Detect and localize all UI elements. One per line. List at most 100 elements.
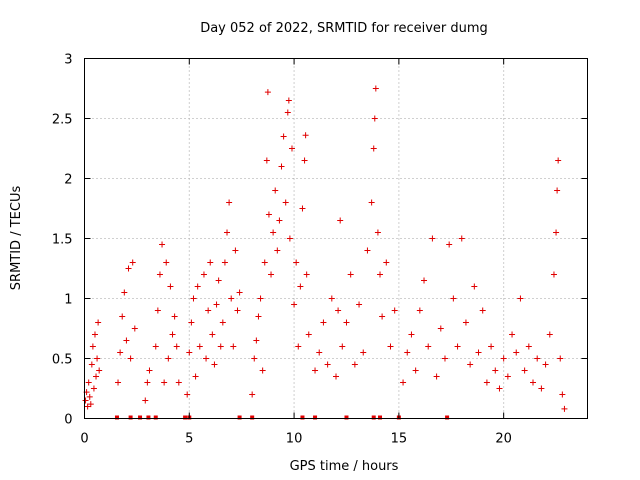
- data-point: [525, 343, 532, 350]
- data-point: [119, 313, 126, 320]
- data-point: [274, 247, 281, 254]
- zero-point: [378, 415, 383, 420]
- y-tick-label: 3: [64, 53, 72, 68]
- data-point: [265, 211, 272, 218]
- data-point: [559, 391, 566, 398]
- data-point: [142, 397, 149, 404]
- data-point: [91, 331, 98, 338]
- data-point: [276, 217, 283, 224]
- data-point: [408, 331, 415, 338]
- data-point: [347, 271, 354, 278]
- zero-point: [445, 415, 450, 420]
- data-point: [320, 319, 327, 326]
- x-axis-title: GPS time / hours: [290, 459, 399, 474]
- data-point: [555, 157, 562, 164]
- data-point: [557, 355, 564, 362]
- data-point: [302, 132, 309, 139]
- data-point: [324, 361, 331, 368]
- data-point: [305, 331, 312, 338]
- data-point: [272, 187, 279, 194]
- data-point: [94, 355, 101, 362]
- data-point: [115, 379, 122, 386]
- data-point: [264, 89, 271, 96]
- zero-point: [138, 415, 143, 420]
- data-point: [374, 229, 381, 236]
- y-tick-label: 0.5: [52, 353, 73, 368]
- data-point: [251, 355, 258, 362]
- data-point: [146, 367, 153, 374]
- data-point: [152, 343, 159, 350]
- data-point: [171, 313, 178, 320]
- data-point: [458, 235, 465, 242]
- data-point: [337, 217, 344, 224]
- x-tick-label: 10: [286, 432, 303, 447]
- plot-frame: [84, 58, 588, 419]
- data-point: [542, 361, 549, 368]
- data-point: [87, 401, 94, 408]
- data-point: [351, 361, 358, 368]
- data-point: [284, 109, 291, 116]
- data-point: [234, 307, 241, 314]
- data-point: [207, 259, 214, 266]
- data-point: [219, 319, 226, 326]
- data-point: [194, 283, 201, 290]
- data-point: [203, 355, 210, 362]
- zero-point: [250, 415, 255, 420]
- data-point: [259, 367, 266, 374]
- data-point: [161, 379, 168, 386]
- x-tick-label: 0: [80, 432, 88, 447]
- data-point: [270, 229, 277, 236]
- data-point: [192, 373, 199, 380]
- data-point: [496, 385, 503, 392]
- data-point: [316, 349, 323, 356]
- data-point: [467, 361, 474, 368]
- data-point: [295, 343, 302, 350]
- data-point: [230, 343, 237, 350]
- data-point: [90, 385, 97, 392]
- data-point: [450, 295, 457, 302]
- data-point: [253, 337, 260, 344]
- data-point: [217, 343, 224, 350]
- data-point: [169, 331, 176, 338]
- data-point: [425, 343, 432, 350]
- data-point: [293, 259, 300, 266]
- data-point: [534, 355, 541, 362]
- data-point: [226, 199, 233, 206]
- data-point: [163, 259, 170, 266]
- data-point: [553, 229, 560, 236]
- data-point: [504, 373, 511, 380]
- data-point: [371, 115, 378, 122]
- data-point: [429, 235, 436, 242]
- data-point: [412, 367, 419, 374]
- data-point: [96, 367, 103, 374]
- zero-point: [313, 415, 318, 420]
- data-point: [299, 205, 306, 212]
- data-point: [404, 349, 411, 356]
- x-tick-label: 5: [185, 432, 193, 447]
- data-point: [517, 295, 524, 302]
- data-point: [379, 313, 386, 320]
- data-point: [213, 301, 220, 308]
- y-axis-title: SRMTID / TECUs: [9, 186, 24, 291]
- data-point: [175, 379, 182, 386]
- chart-title: Day 052 of 2022, SRMTID for receiver dum…: [200, 21, 488, 36]
- data-point: [209, 331, 216, 338]
- grid-layer: [84, 58, 588, 419]
- data-point: [343, 319, 350, 326]
- data-point: [513, 349, 520, 356]
- data-point: [261, 259, 268, 266]
- data-point: [257, 295, 264, 302]
- data-point: [249, 391, 256, 398]
- data-point: [538, 385, 545, 392]
- data-point: [421, 277, 428, 284]
- data-point: [488, 343, 495, 350]
- data-point: [446, 241, 453, 248]
- zero-point: [146, 415, 151, 420]
- data-point: [383, 259, 390, 266]
- data-point: [285, 97, 292, 104]
- data-point: [125, 265, 132, 272]
- data-point: [167, 283, 174, 290]
- data-point: [291, 301, 298, 308]
- tick-layer: 0 5 10 15 20 0 0.5 1 1.5 2 2.5 3: [52, 53, 588, 447]
